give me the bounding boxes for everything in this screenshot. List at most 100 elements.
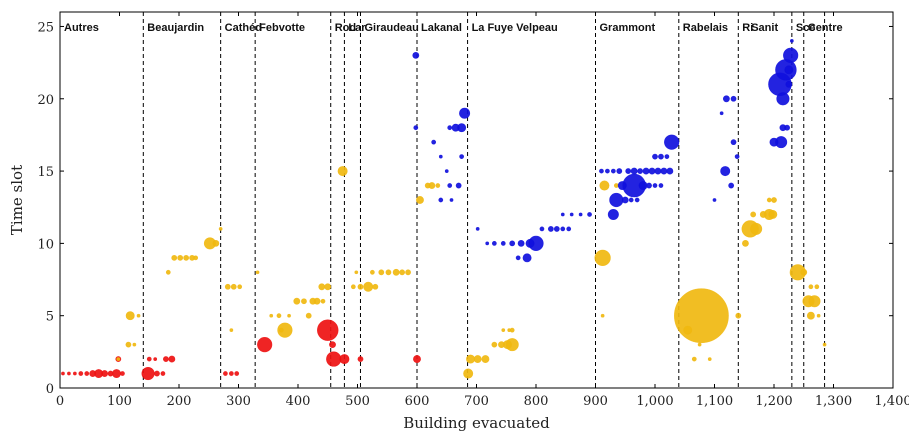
data-point-blue xyxy=(642,167,650,175)
data-point-gold xyxy=(337,166,348,177)
data-point-red xyxy=(339,354,350,365)
data-point-blue xyxy=(587,212,592,217)
data-point-gold xyxy=(230,283,237,290)
data-point-blue xyxy=(599,168,604,174)
data-point-red xyxy=(329,341,336,349)
data-point-blue xyxy=(616,168,623,174)
data-point-blue xyxy=(784,65,794,75)
data-point-red xyxy=(413,355,421,364)
data-point-gold xyxy=(305,312,312,319)
data-point-gold xyxy=(735,312,742,319)
data-point-blue xyxy=(578,212,583,217)
data-point-gold xyxy=(363,281,374,292)
data-point-blue xyxy=(734,154,740,159)
x-tick-label: 800 xyxy=(524,394,549,409)
data-point-red xyxy=(146,356,152,362)
data-point-blue xyxy=(658,183,664,188)
data-point-gold xyxy=(507,328,512,333)
data-point-blue xyxy=(628,197,634,203)
x-axis-ticks: 0 100 200 300 400 500 600 700 800 900 1,000 1,100 1,… xyxy=(56,12,909,409)
data-point-gold xyxy=(116,357,121,361)
data-point-gold xyxy=(277,322,293,338)
data-point-blue xyxy=(784,124,790,131)
data-point-gold xyxy=(498,341,505,349)
x-tick-label: 500 xyxy=(345,394,370,409)
scatter-marks xyxy=(61,39,827,381)
data-point-blue xyxy=(712,198,717,202)
data-point-red xyxy=(73,371,77,376)
group-label: Sanit xyxy=(751,22,778,34)
group-label: Rod xyxy=(335,22,356,34)
data-point-blue xyxy=(444,169,449,173)
data-point-red xyxy=(101,370,109,377)
group-label: Rabelais xyxy=(683,22,728,34)
data-point-gold xyxy=(806,311,815,320)
data-point-blue xyxy=(525,238,535,248)
data-point-blue xyxy=(630,167,638,175)
data-point-gold xyxy=(276,313,282,319)
x-tick-label: 700 xyxy=(464,394,489,409)
data-point-blue xyxy=(783,47,799,63)
data-point-gold xyxy=(165,269,171,275)
data-point-gold xyxy=(814,284,820,290)
data-point-red xyxy=(107,370,114,377)
data-point-blue xyxy=(560,212,565,217)
data-point-gold xyxy=(683,325,693,335)
data-point-red xyxy=(84,371,90,376)
data-point-red xyxy=(153,357,158,361)
data-point-red xyxy=(357,356,364,362)
data-point-gold xyxy=(473,355,482,364)
data-point-gold xyxy=(237,284,243,290)
data-point-gold xyxy=(392,268,400,276)
group-label: Grammont xyxy=(600,22,656,34)
data-point-red xyxy=(141,366,155,381)
data-point-blue xyxy=(610,168,616,174)
data-point-gold xyxy=(424,182,431,189)
data-point-blue xyxy=(660,167,668,175)
data-point-blue xyxy=(459,154,465,159)
data-point-red xyxy=(89,370,97,377)
data-point-blue xyxy=(485,241,490,246)
data-point-blue xyxy=(553,226,560,232)
data-point-gold xyxy=(287,313,291,318)
data-point-gold xyxy=(759,211,767,218)
data-point-gold xyxy=(320,298,326,304)
x-tick-label: 900 xyxy=(583,394,608,409)
data-point-blue xyxy=(625,168,632,174)
group-label: Lar xyxy=(348,22,366,34)
data-point-red xyxy=(78,371,84,376)
data-point-gold xyxy=(808,295,821,308)
data-point-gold xyxy=(132,342,137,347)
data-point-blue xyxy=(722,95,730,103)
data-point-blue xyxy=(569,212,574,217)
x-tick-label: 1,200 xyxy=(755,394,792,409)
data-point-blue xyxy=(621,196,629,204)
data-point-blue xyxy=(648,167,656,175)
data-point-gold xyxy=(405,269,411,276)
data-point-gold xyxy=(324,283,332,291)
data-point-gold xyxy=(399,269,406,276)
data-point-red xyxy=(228,371,234,376)
data-point-gold xyxy=(697,342,702,347)
data-point-blue xyxy=(728,182,735,189)
data-point-blue xyxy=(664,134,680,150)
data-point-gold xyxy=(193,255,199,261)
data-point-blue xyxy=(413,125,419,131)
data-point-gold xyxy=(278,327,284,333)
data-point-blue xyxy=(654,167,662,175)
data-point-blue xyxy=(652,183,658,188)
group-label: Sce xyxy=(796,22,816,34)
data-point-gold xyxy=(183,254,190,261)
data-point-blue xyxy=(449,198,454,202)
data-point-red xyxy=(234,371,240,376)
data-point-gold xyxy=(357,283,364,290)
data-point-blue xyxy=(455,182,462,189)
data-point-gold xyxy=(707,357,712,361)
data-point-blue xyxy=(447,183,453,188)
data-point-gold xyxy=(463,368,474,379)
data-point-gold xyxy=(466,354,476,364)
data-point-gold xyxy=(750,222,763,235)
data-point-gold xyxy=(766,197,772,203)
